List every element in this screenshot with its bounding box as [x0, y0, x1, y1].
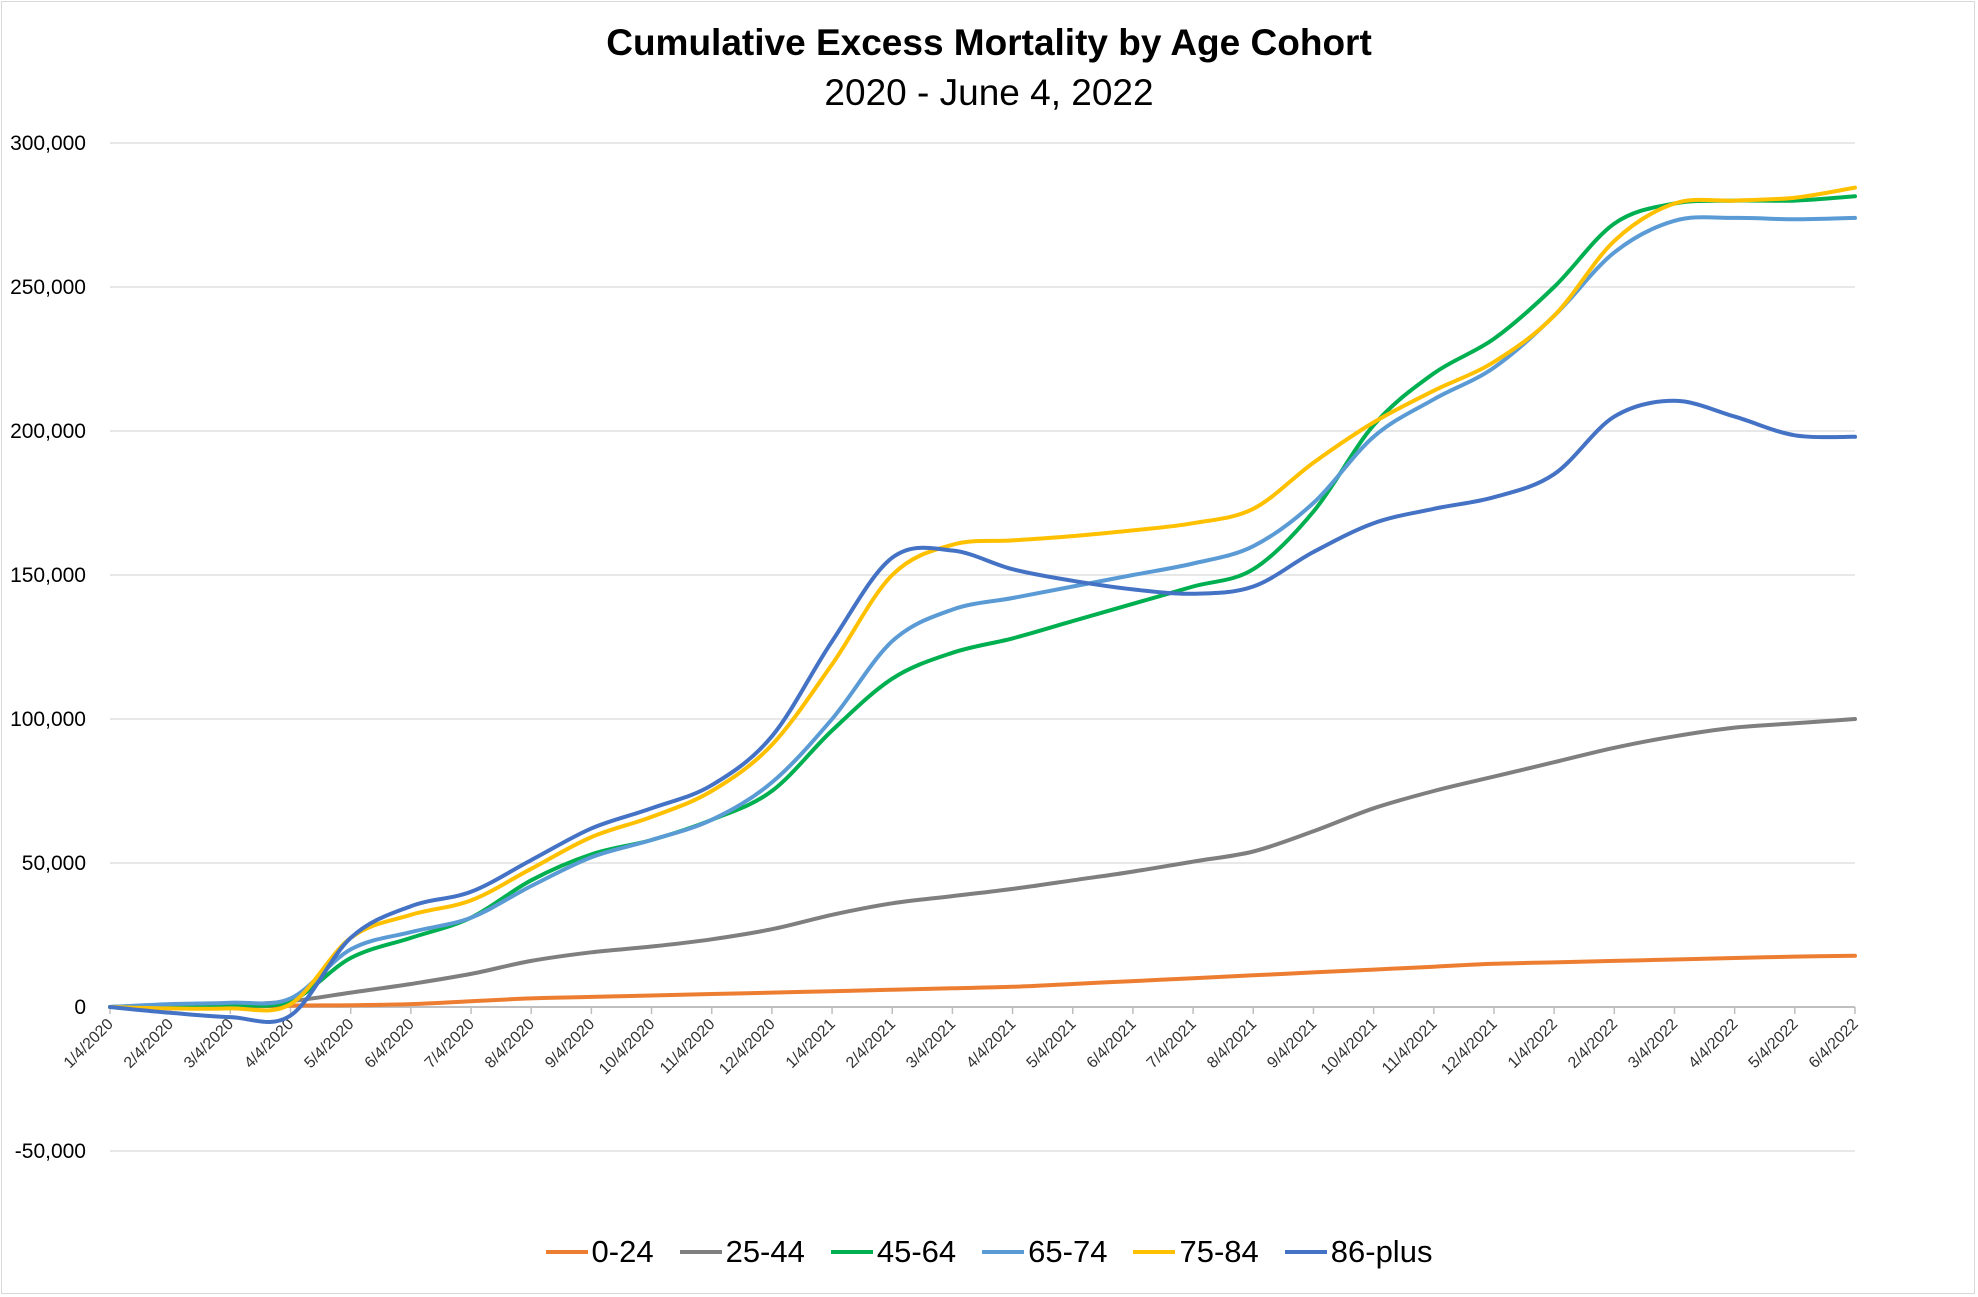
legend-swatch — [982, 1250, 1025, 1254]
legend-item: 86-plus — [1284, 1234, 1433, 1270]
chart-subtitle: 2020 - June 4, 2022 — [824, 72, 1154, 113]
y-axis: -50,000 0 50,000 100,000 150,000 200,000 250,0… — [10, 132, 86, 1163]
y-tick-label: 100,000 — [10, 708, 86, 731]
x-tick-label: 9/4/2021 — [1264, 1016, 1320, 1072]
x-tick-label: 4/4/2020 — [241, 1016, 297, 1072]
legend-label: 0-24 — [591, 1234, 654, 1269]
legend-swatch — [545, 1250, 588, 1254]
legend-label: 86-plus — [1330, 1234, 1433, 1269]
legend-item: 0-24 — [545, 1234, 654, 1270]
legend-item: 45-64 — [830, 1234, 957, 1270]
legend-item: 75-84 — [1133, 1234, 1259, 1270]
legend-swatch — [679, 1250, 722, 1254]
x-tick-label: 6/4/2020 — [362, 1016, 418, 1072]
series-line-25-44 — [108, 717, 1857, 1009]
gridlines — [110, 142, 1855, 1152]
legend-swatch — [830, 1250, 873, 1254]
x-tick-label: 4/4/2022 — [1685, 1016, 1741, 1072]
x-tick-label: 4/4/2021 — [963, 1016, 1019, 1072]
series-line-45-64 — [108, 194, 1857, 1009]
series-line-65-74 — [108, 215, 1857, 1009]
x-tick-label: 7/4/2021 — [1144, 1016, 1200, 1072]
x-tick-label: 5/4/2022 — [1746, 1016, 1802, 1072]
x-tick-label: 7/4/2020 — [422, 1016, 478, 1072]
x-tick-label: 12/4/2020 — [716, 1016, 778, 1078]
x-tick-label: 5/4/2021 — [1024, 1016, 1080, 1072]
x-tick-label: 12/4/2021 — [1438, 1016, 1500, 1078]
x-axis: 1/4/2020 2/4/2020 3/4/2020 4/4/2020 5/4/2020… — [61, 1007, 1862, 1078]
x-tick-label: 1/4/2021 — [783, 1016, 839, 1072]
x-tick-label: 3/4/2021 — [903, 1016, 959, 1072]
x-tick-label: 6/4/2022 — [1806, 1016, 1862, 1072]
legend-label: 45-64 — [876, 1234, 957, 1269]
series-lines — [108, 185, 1857, 1024]
legend-swatch — [1284, 1250, 1327, 1254]
legend-label: 75-84 — [1179, 1234, 1259, 1269]
y-tick-label: 200,000 — [10, 420, 86, 443]
x-tick-label: 1/4/2020 — [61, 1016, 117, 1072]
x-tick-label: 2/4/2020 — [121, 1016, 177, 1072]
x-tick-label: 9/4/2020 — [542, 1016, 598, 1072]
legend-item: 25-44 — [679, 1234, 805, 1270]
y-tick-label: 150,000 — [10, 564, 86, 587]
y-tick-label: 50,000 — [22, 852, 86, 875]
x-tick-label: 2/4/2022 — [1565, 1016, 1621, 1072]
x-tick-label: 5/4/2020 — [301, 1016, 357, 1072]
y-tick-label: -50,000 — [15, 1140, 86, 1163]
x-tick-label: 8/4/2020 — [482, 1016, 538, 1072]
x-tick-label: 6/4/2021 — [1084, 1016, 1140, 1072]
x-tick-label: 2/4/2021 — [843, 1016, 899, 1072]
chart-title: Cumulative Excess Mortality by Age Cohor… — [606, 22, 1372, 63]
legend-item: 65-74 — [982, 1234, 1107, 1270]
legend-label: 25-44 — [725, 1234, 805, 1269]
x-tick-label: 11/4/2020 — [657, 1016, 719, 1078]
x-tick-label: 1/4/2022 — [1505, 1016, 1561, 1072]
x-tick-label: 8/4/2021 — [1204, 1016, 1260, 1072]
series-line-0-24 — [108, 953, 1857, 1010]
x-tick-label: 10/4/2021 — [1318, 1016, 1380, 1078]
x-tick-label: 3/4/2020 — [181, 1016, 237, 1072]
y-tick-label: 300,000 — [10, 132, 86, 155]
legend-swatch — [1133, 1250, 1176, 1254]
legend: 0-24 25-44 45-64 65-74 75-84 86-plus — [0, 1234, 1978, 1270]
x-tick-label: 11/4/2021 — [1379, 1016, 1441, 1078]
x-tick-label: 3/4/2022 — [1625, 1016, 1681, 1072]
legend-label: 65-74 — [1028, 1234, 1108, 1269]
y-tick-label: 0 — [74, 996, 86, 1019]
series-line-75-84 — [108, 185, 1857, 1013]
y-tick-label: 250,000 — [10, 276, 86, 299]
x-tick-label: 10/4/2020 — [596, 1016, 658, 1078]
series-line-86-plus — [108, 398, 1857, 1024]
